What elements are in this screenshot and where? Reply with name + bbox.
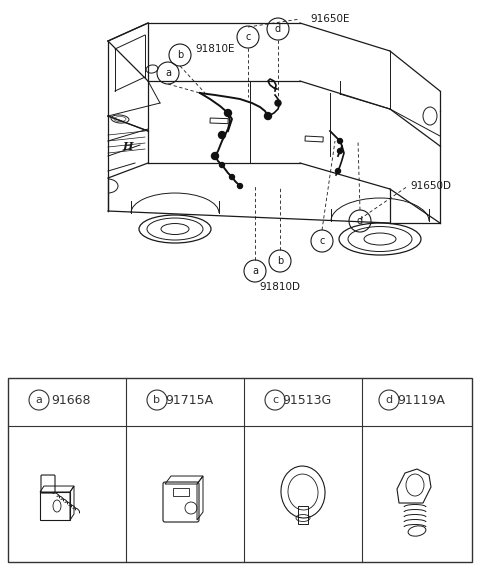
Text: b: b bbox=[177, 50, 183, 60]
Circle shape bbox=[229, 174, 235, 179]
Bar bbox=[298, 506, 308, 524]
Text: 91810E: 91810E bbox=[195, 44, 235, 54]
Text: 91715A: 91715A bbox=[165, 394, 213, 407]
Text: 91668: 91668 bbox=[51, 394, 91, 407]
Text: a: a bbox=[36, 395, 42, 405]
Text: 91513G: 91513G bbox=[282, 394, 332, 407]
Circle shape bbox=[225, 110, 231, 116]
Circle shape bbox=[218, 132, 226, 139]
Text: d: d bbox=[385, 395, 393, 405]
Text: 91650D: 91650D bbox=[410, 181, 451, 191]
Bar bbox=[210, 118, 228, 124]
Text: H: H bbox=[123, 140, 133, 152]
Bar bbox=[305, 136, 323, 142]
Circle shape bbox=[337, 139, 343, 144]
Text: b: b bbox=[277, 256, 283, 266]
Text: c: c bbox=[319, 236, 324, 246]
Circle shape bbox=[337, 148, 343, 153]
Circle shape bbox=[264, 112, 272, 119]
Bar bbox=[173, 488, 189, 496]
Text: a: a bbox=[252, 266, 258, 276]
Circle shape bbox=[219, 162, 225, 168]
Circle shape bbox=[212, 153, 218, 160]
Text: a: a bbox=[165, 68, 171, 78]
Circle shape bbox=[336, 169, 340, 173]
Text: 91810D: 91810D bbox=[260, 282, 300, 292]
Text: c: c bbox=[245, 32, 251, 42]
Text: c: c bbox=[272, 395, 278, 405]
Text: d: d bbox=[357, 216, 363, 226]
Circle shape bbox=[275, 100, 281, 106]
Text: 91119A: 91119A bbox=[397, 394, 445, 407]
Text: b: b bbox=[154, 395, 160, 405]
Text: 91650E: 91650E bbox=[310, 14, 350, 24]
Text: d: d bbox=[275, 24, 281, 34]
Circle shape bbox=[238, 183, 242, 189]
